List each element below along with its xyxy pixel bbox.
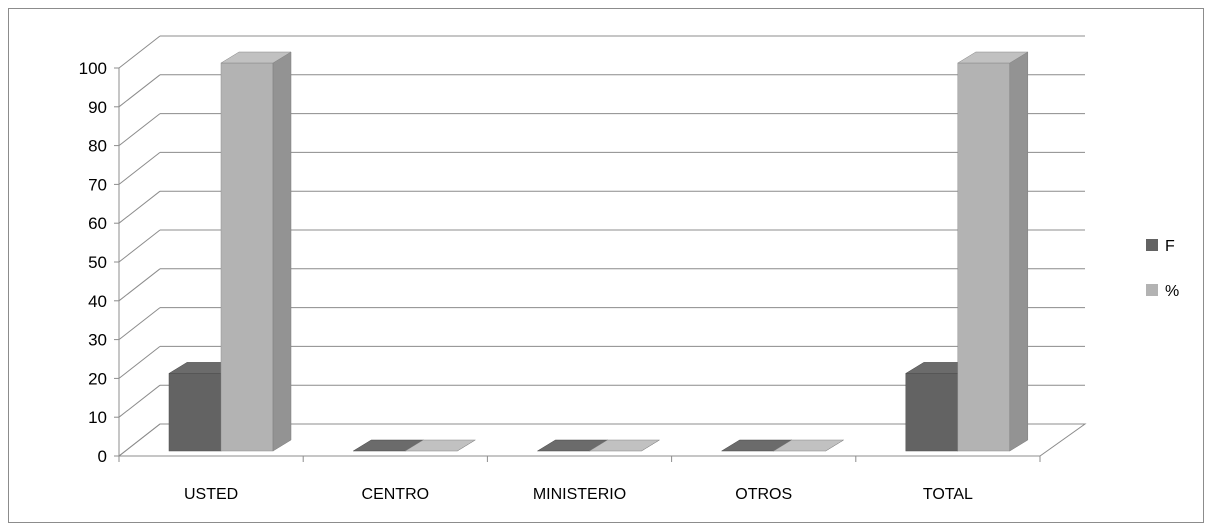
chart-frame: [8, 8, 1204, 523]
gridline-diagonal: [118, 113, 161, 146]
gridline-diagonal: [118, 384, 161, 418]
legend-label-F: F: [1165, 238, 1175, 255]
y-tick-label: 20: [88, 369, 107, 388]
y-tick-label: 10: [88, 408, 107, 427]
legend-label-%: %: [1165, 283, 1179, 300]
gridline-diagonal: [118, 268, 161, 302]
gridline-diagonal: [118, 74, 161, 108]
bar-top-face: [588, 439, 661, 452]
bars: [168, 51, 1029, 452]
y-tick-label: 0: [98, 447, 107, 466]
gridlines: [118, 35, 1085, 457]
y-tick-label: 100: [79, 59, 107, 78]
axes: [114, 67, 1041, 462]
gridline-diagonal: [118, 35, 161, 69]
x-category-labels: USTED CENTRO MINISTERIO OTROS TOTAL: [184, 486, 973, 503]
y-tick-label: 30: [88, 331, 107, 350]
y-tick-label: 40: [88, 292, 107, 311]
bar-front-face: [220, 62, 274, 452]
y-tick-label: 70: [88, 175, 107, 194]
gridline-diagonal: [118, 423, 161, 457]
y-tick-label: 60: [88, 214, 107, 233]
bar-%-OTROS: [772, 439, 845, 452]
bar-top-face: [404, 439, 477, 452]
x-category-label: USTED: [184, 486, 238, 503]
legend-swatch-%: [1146, 284, 1158, 296]
x-category-label: CENTRO: [362, 486, 430, 503]
legend-swatch-F: [1146, 239, 1158, 251]
bar-front-face: [168, 373, 222, 452]
bar-side-face: [272, 51, 292, 452]
gridline-diagonal: [118, 152, 161, 185]
bar-%-USTED: [220, 51, 292, 452]
x-category-label: OTROS: [735, 486, 792, 503]
legend: F%: [1146, 238, 1179, 300]
y-tick-label: 90: [88, 98, 107, 117]
y-tick-label: 80: [88, 137, 107, 156]
bar-%-CENTRO: [404, 439, 477, 452]
bar-%-MINISTERIO: [588, 439, 661, 452]
gridline-diagonal: [118, 307, 161, 340]
gridline-diagonal: [118, 346, 161, 379]
y-tick-label: 50: [88, 253, 107, 272]
bar-side-face: [1009, 51, 1029, 452]
bar-front-face: [905, 373, 959, 452]
x-category-label: TOTAL: [923, 486, 973, 503]
gridline-diagonal: [118, 229, 161, 263]
x-category-label: MINISTERIO: [533, 486, 626, 503]
gridline-diagonal: [118, 190, 161, 224]
bar-front-face: [957, 62, 1011, 452]
bar-top-face: [772, 439, 845, 452]
bar-top-face: [956, 51, 1029, 64]
y-tick-labels: 0 10 20 30 40 50 60 70 80 90 100: [79, 59, 107, 466]
bar-%-TOTAL: [956, 51, 1029, 452]
bar-top-face: [220, 51, 292, 64]
